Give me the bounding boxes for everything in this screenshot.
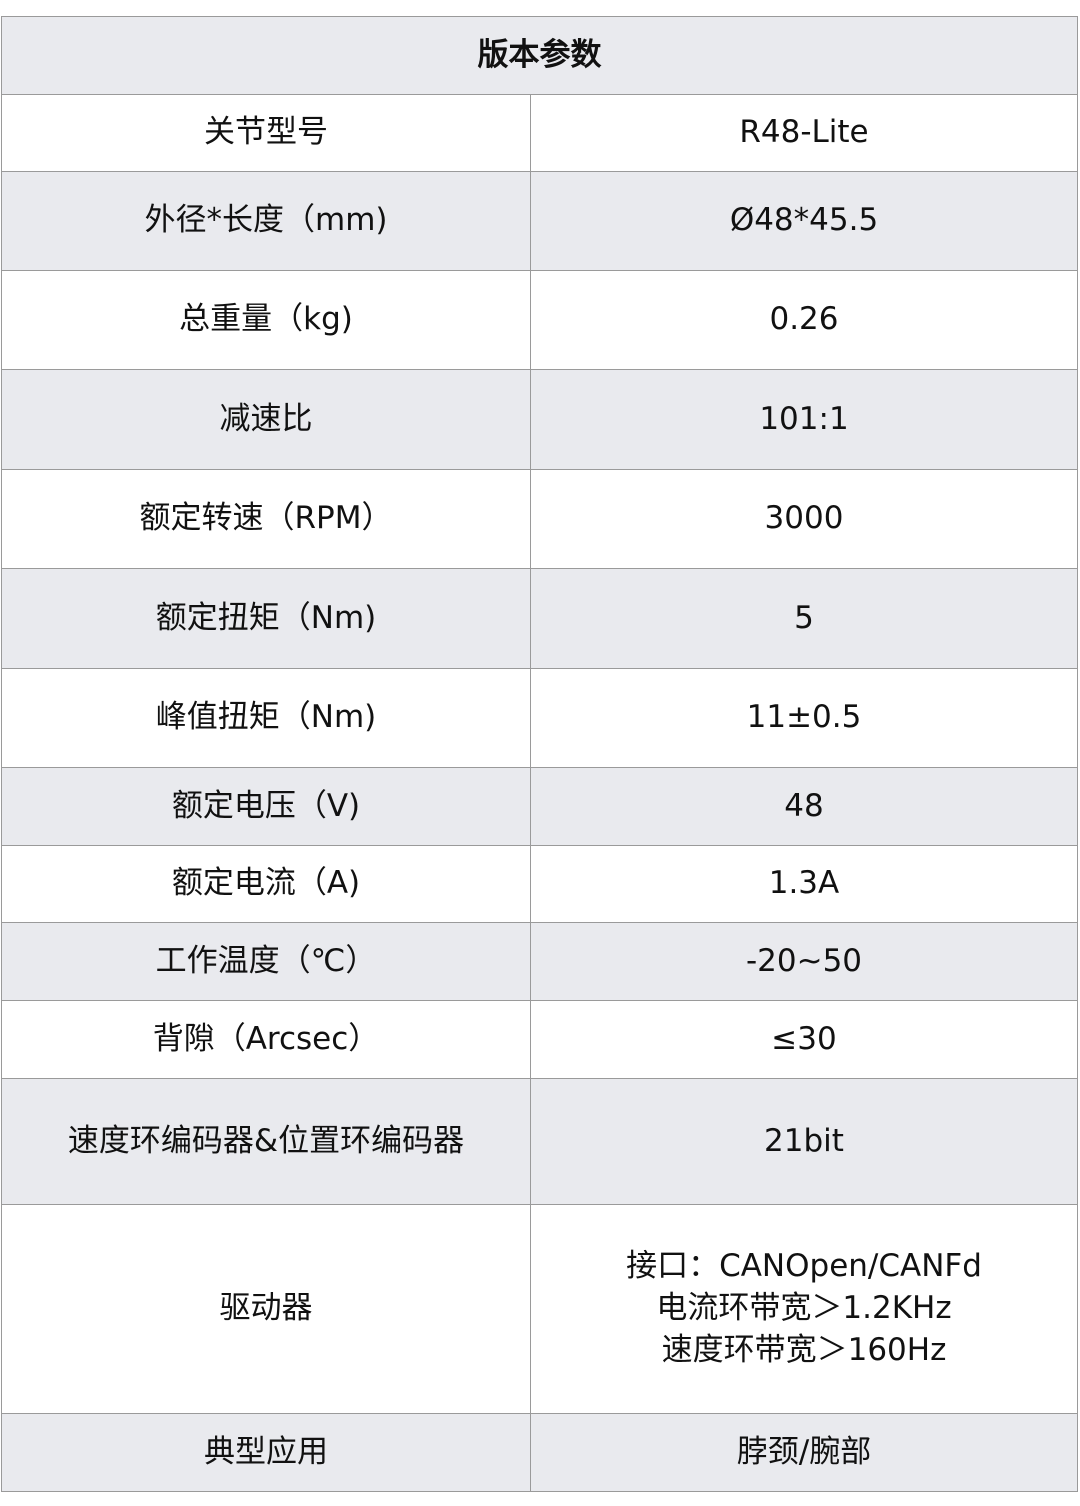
param-value: Ø48*45.5 (530, 171, 1078, 271)
table-row: 总重量（kg) 0.26 (1, 270, 1078, 370)
param-value-line: 速度环带宽＞160Hz (661, 1331, 947, 1368)
param-label: 额定转速（RPM） (1, 469, 531, 569)
param-label: 速度环编码器&位置环编码器 (1, 1078, 531, 1205)
table-row: 额定转速（RPM） 3000 (1, 469, 1078, 569)
param-value-line: R48-Lite (739, 114, 869, 151)
param-label: 总重量（kg) (1, 270, 531, 370)
param-label: 关节型号 (1, 94, 531, 172)
param-value-line: 0.26 (769, 301, 839, 338)
table-row: 典型应用 脖颈/腕部 (1, 1413, 1078, 1492)
table-row: 速度环编码器&位置环编码器 21bit (1, 1078, 1078, 1205)
param-value: 101:1 (530, 369, 1078, 470)
param-label: 峰值扭矩（Nm) (1, 668, 531, 768)
param-value: 接口：CANOpen/CANFd 电流环带宽＞1.2KHz 速度环带宽＞160Hz (530, 1204, 1078, 1414)
param-value: 3000 (530, 469, 1078, 569)
param-value-line: 电流环带宽＞1.2KHz (656, 1290, 952, 1327)
table-row: 额定扭矩（Nm) 5 (1, 568, 1078, 669)
param-value-line: Ø48*45.5 (729, 202, 879, 239)
param-value: -20~50 (530, 922, 1078, 1001)
param-value-line: 101:1 (759, 400, 849, 437)
spec-table: 版本参数 关节型号 R48-Lite 外径*长度（mm) Ø48*45.5 总重量（kg… (1, 16, 1078, 1492)
table-row: 关节型号 R48-Lite (1, 94, 1078, 172)
param-label: 工作温度（℃） (1, 922, 531, 1001)
param-value-line: 3000 (764, 500, 844, 537)
table-row: 额定电压（V) 48 (1, 767, 1078, 846)
param-label: 额定电流（A) (1, 845, 531, 923)
param-value-line: -20~50 (745, 942, 863, 979)
param-label: 额定电压（V) (1, 767, 531, 846)
param-value-line: 48 (784, 787, 824, 824)
param-value: 脖颈/腕部 (530, 1413, 1078, 1492)
param-label: 驱动器 (1, 1204, 531, 1414)
param-label: 背隙（Arcsec） (1, 1000, 531, 1079)
param-label: 典型应用 (1, 1413, 531, 1492)
param-value: ≤30 (530, 1000, 1078, 1079)
param-value-line: 脖颈/腕部 (736, 1433, 872, 1470)
table-row: 减速比 101:1 (1, 369, 1078, 470)
table-header-row: 版本参数 (1, 16, 1078, 95)
table-row: 工作温度（℃） -20~50 (1, 922, 1078, 1001)
table-row: 额定电流（A) 1.3A (1, 845, 1078, 923)
table-row: 驱动器 接口：CANOpen/CANFd 电流环带宽＞1.2KHz 速度环带宽＞160… (1, 1204, 1078, 1414)
param-value-line: 5 (794, 599, 814, 636)
param-value-line: ≤30 (771, 1020, 837, 1057)
param-value: 0.26 (530, 270, 1078, 370)
param-label: 额定扭矩（Nm) (1, 568, 531, 669)
param-value-line: 接口：CANOpen/CANFd (626, 1248, 982, 1285)
table-row: 背隙（Arcsec） ≤30 (1, 1000, 1078, 1079)
param-value: 11±0.5 (530, 668, 1078, 768)
param-value: 5 (530, 568, 1078, 669)
param-value: R48-Lite (530, 94, 1078, 172)
table-title: 版本参数 (1, 16, 1078, 95)
table-row: 外径*长度（mm) Ø48*45.5 (1, 171, 1078, 271)
param-value-line: 11±0.5 (746, 699, 862, 736)
param-value-line: 21bit (764, 1122, 844, 1159)
param-value: 1.3A (530, 845, 1078, 923)
param-value-line: 1.3A (768, 865, 840, 902)
table-row: 峰值扭矩（Nm) 11±0.5 (1, 668, 1078, 768)
param-label: 减速比 (1, 369, 531, 470)
param-value: 48 (530, 767, 1078, 846)
param-value: 21bit (530, 1078, 1078, 1205)
param-label: 外径*长度（mm) (1, 171, 531, 271)
